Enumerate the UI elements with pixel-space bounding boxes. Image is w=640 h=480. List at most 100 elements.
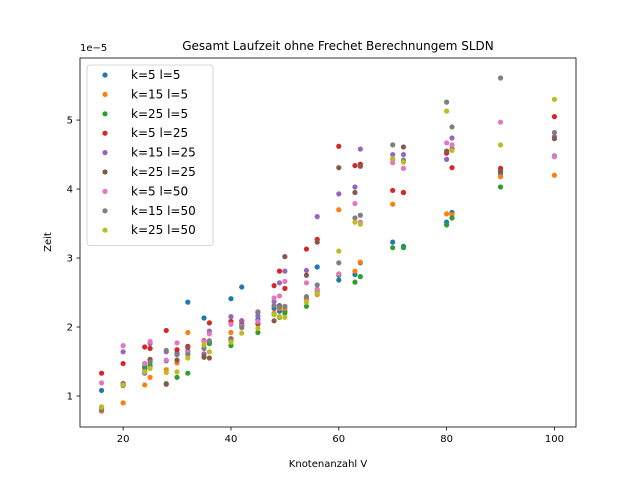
- data-point: [449, 215, 455, 221]
- data-point: [352, 279, 358, 285]
- data-point: [255, 318, 261, 325]
- data-point: [449, 135, 455, 141]
- legend-label: k=25 l=50: [131, 223, 196, 237]
- data-point: [282, 314, 288, 320]
- data-point: [357, 221, 363, 227]
- data-point: [336, 143, 342, 149]
- data-point: [336, 207, 342, 213]
- data-point: [147, 345, 153, 351]
- data-point: [303, 294, 310, 300]
- data-point: [357, 146, 363, 152]
- data-point: [228, 314, 234, 320]
- x-tick-label: 80: [440, 434, 453, 445]
- data-point: [357, 163, 363, 169]
- legend-marker: [102, 208, 108, 214]
- data-point: [497, 119, 504, 125]
- data-point: [147, 338, 153, 345]
- data-point: [303, 267, 310, 274]
- data-point: [185, 345, 191, 351]
- legend-marker: [102, 130, 108, 136]
- y-tick-label: 2: [67, 322, 73, 333]
- data-point: [271, 311, 277, 318]
- data-point: [303, 272, 310, 278]
- legend-marker: [102, 91, 108, 97]
- data-point: [314, 239, 320, 245]
- data-point: [449, 147, 455, 154]
- x-tick-label: 20: [117, 434, 130, 445]
- data-point: [390, 160, 396, 166]
- data-point: [163, 357, 169, 363]
- data-point: [276, 304, 283, 310]
- data-point: [336, 277, 342, 283]
- data-point: [314, 214, 320, 220]
- data-point: [206, 331, 212, 337]
- data-point: [314, 286, 320, 292]
- legend-marker: [102, 188, 108, 194]
- data-point: [142, 369, 148, 375]
- data-point: [142, 382, 148, 388]
- legend-label: k=5 l=5: [131, 68, 180, 82]
- data-point: [551, 129, 558, 136]
- data-point: [282, 303, 288, 309]
- legend-label: k=5 l=50: [131, 184, 188, 198]
- data-point: [400, 245, 407, 251]
- data-point: [239, 325, 245, 331]
- data-point: [551, 172, 558, 178]
- data-point: [185, 370, 191, 376]
- data-point: [120, 382, 126, 388]
- x-tick-label: 40: [225, 434, 238, 445]
- data-point: [444, 211, 450, 217]
- data-point: [551, 114, 558, 120]
- data-point: [174, 374, 180, 380]
- data-point: [400, 165, 407, 171]
- data-point: [314, 264, 320, 270]
- data-point: [98, 387, 105, 394]
- data-point: [239, 330, 245, 336]
- data-point: [551, 136, 558, 142]
- data-point: [390, 201, 396, 207]
- data-point: [142, 360, 148, 367]
- data-point: [336, 248, 342, 254]
- data-point: [271, 318, 277, 324]
- data-point: [276, 268, 283, 274]
- data-point: [271, 303, 277, 309]
- data-point: [444, 140, 450, 146]
- data-point: [303, 299, 310, 305]
- data-point: [357, 212, 363, 218]
- data-point: [98, 380, 105, 386]
- data-point: [255, 329, 261, 336]
- data-point: [352, 268, 358, 274]
- data-point: [352, 215, 358, 221]
- legend-marker: [102, 72, 108, 78]
- data-point: [390, 239, 396, 245]
- series-9: [98, 96, 558, 410]
- data-point: [449, 165, 455, 171]
- legend-label: k=15 l=5: [131, 87, 188, 101]
- data-point: [336, 271, 342, 277]
- data-point: [390, 187, 396, 194]
- data-point: [400, 144, 407, 150]
- data-point: [255, 309, 261, 315]
- data-point: [142, 344, 148, 350]
- data-point: [185, 299, 191, 305]
- chart-title: Gesamt Laufzeit ohne Frechet Berechnunge…: [182, 39, 494, 53]
- data-point: [147, 374, 153, 380]
- y-tick-label: 5: [67, 116, 73, 127]
- data-point: [255, 325, 261, 331]
- data-point: [390, 156, 396, 162]
- data-point: [228, 329, 234, 336]
- data-point: [206, 355, 212, 361]
- data-point: [255, 313, 261, 319]
- legend-label: k=15 l=50: [131, 204, 196, 218]
- data-point: [449, 142, 455, 148]
- data-point: [206, 349, 212, 355]
- legend-label: k=25 l=25: [131, 165, 196, 179]
- data-point: [201, 354, 207, 360]
- data-point: [444, 108, 450, 114]
- data-point: [314, 290, 320, 296]
- data-point: [271, 295, 277, 301]
- data-point: [163, 327, 169, 334]
- data-point: [497, 75, 504, 81]
- data-point: [336, 165, 342, 171]
- data-point: [282, 268, 288, 274]
